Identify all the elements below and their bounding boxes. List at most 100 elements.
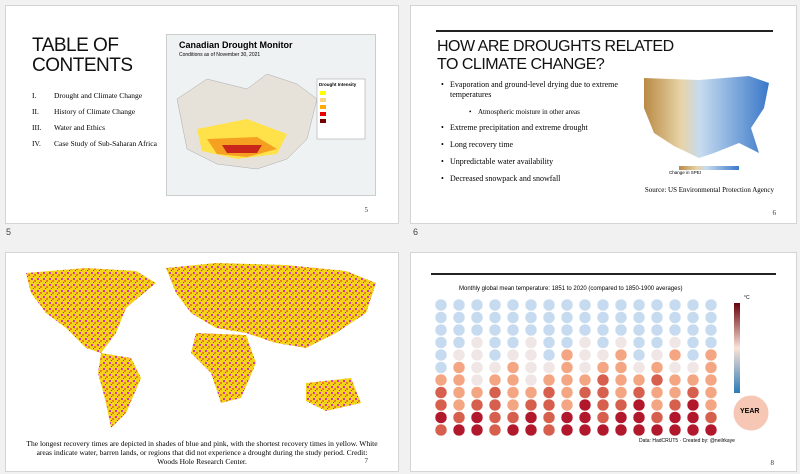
decor-circle xyxy=(596,298,610,312)
decor-circle xyxy=(686,423,700,437)
decor-circle xyxy=(488,348,502,362)
decor-circle xyxy=(686,323,700,337)
decor-circle xyxy=(560,298,574,312)
decor-circle xyxy=(434,323,448,337)
numeral: III. xyxy=(32,123,42,132)
decor-circle xyxy=(560,348,574,362)
decor-circle xyxy=(488,361,502,374)
caption: The longest recovery times are depicted … xyxy=(26,439,378,466)
slide-7[interactable]: The longest recovery times are depicted … xyxy=(5,252,399,472)
decor-circle xyxy=(524,323,538,337)
decor-circle xyxy=(452,361,466,374)
decor-circle xyxy=(596,398,610,412)
decor-circle xyxy=(614,348,628,362)
decor-circle xyxy=(488,311,502,324)
bullet: Extreme precipitation and extreme drough… xyxy=(441,123,588,132)
decor-circle xyxy=(686,311,700,324)
decor-circle xyxy=(686,361,700,374)
decor-circle xyxy=(506,423,520,437)
decor-circle xyxy=(542,311,556,324)
toc-item: I. Drought and Climate Change xyxy=(32,88,157,104)
decor-circle xyxy=(578,411,592,424)
decor-circle xyxy=(524,298,538,312)
decor-circle xyxy=(434,348,448,362)
decor-circle xyxy=(596,311,610,324)
decor-circle xyxy=(560,373,574,387)
decor-circle xyxy=(668,386,682,399)
source: Source: US Environmental Protection Agen… xyxy=(644,186,774,194)
decor-circle xyxy=(578,323,592,337)
decor-circle xyxy=(524,373,538,387)
decor-circle xyxy=(614,311,628,324)
decor-circle xyxy=(704,411,718,424)
decor-circle xyxy=(650,336,664,349)
decor-circle xyxy=(452,348,466,362)
map-subtitle: Conditions as of November 30, 2021 xyxy=(179,52,261,58)
decor-circle xyxy=(434,411,448,424)
decor-circle xyxy=(506,411,520,424)
item-text: Drought and Climate Change xyxy=(54,91,143,100)
decor-circle xyxy=(542,423,556,437)
decor-circle xyxy=(632,348,646,362)
decor-circle xyxy=(542,373,556,387)
decor-circle xyxy=(704,373,718,387)
decor-circle xyxy=(506,398,520,412)
toc-item: IV. Case Study of Sub-Saharan Africa xyxy=(32,136,157,152)
decor-circle xyxy=(470,348,484,362)
decor-circle xyxy=(524,348,538,362)
numeral: IV. xyxy=(32,139,41,148)
decor-circle xyxy=(578,348,592,362)
decor-circle xyxy=(470,298,484,312)
decor-circle xyxy=(560,336,574,349)
decor-circle xyxy=(614,336,628,349)
slide-5[interactable]: TABLE OF CONTENTS I. Drought and Climate … xyxy=(5,5,399,224)
decor-circle xyxy=(650,311,664,324)
decor-circle xyxy=(524,423,538,437)
decor-circle xyxy=(470,398,484,412)
toc-item: III. Water and Ethics xyxy=(32,120,157,136)
decor-circle xyxy=(560,386,574,399)
decor-circle xyxy=(596,423,610,437)
bullet-dot: • xyxy=(441,157,444,166)
bullet: Decreased snowpack and snowfall • xyxy=(441,174,561,183)
decor-circle xyxy=(632,361,646,374)
decor-circle xyxy=(668,423,682,437)
decor-circle xyxy=(524,361,538,374)
decor-circle xyxy=(506,386,520,399)
decor-circle xyxy=(650,423,664,437)
decor-circle xyxy=(506,298,520,312)
slide-8[interactable]: Monthly global mean temperature: 1851 to… xyxy=(410,252,797,472)
decor-circle xyxy=(488,336,502,349)
decor-circle xyxy=(614,386,628,399)
slide-6[interactable]: HOW ARE DROUGHTS RELATED TO CLIMATE CHAN… xyxy=(410,5,797,224)
title: TABLE OF CONTENTS xyxy=(32,35,133,76)
slide-number: 5 xyxy=(364,206,369,214)
decor-circle xyxy=(668,373,682,387)
decor-circle xyxy=(578,386,592,399)
world-map xyxy=(26,263,376,428)
bullet: Long recovery time • xyxy=(441,140,514,149)
decor-circle xyxy=(542,298,556,312)
decor-circle xyxy=(578,361,592,374)
slide-caption: 6 xyxy=(413,227,419,237)
decor-circle xyxy=(452,386,466,399)
numeral: II. xyxy=(32,107,39,116)
bullet-dot: • xyxy=(441,140,444,149)
bullets: Evaporation and ground-level drying due … xyxy=(441,80,641,191)
decor-circle xyxy=(704,398,718,412)
decor-circle xyxy=(434,386,448,399)
decor-circle xyxy=(632,323,646,337)
decor-circle xyxy=(668,411,682,424)
decor-circle xyxy=(560,423,574,437)
decor-circle xyxy=(704,298,718,312)
decor-circle xyxy=(524,336,538,349)
decor-circle xyxy=(650,373,664,387)
item-text: Case Study of Sub-Saharan Africa xyxy=(54,139,157,148)
decor-circle xyxy=(434,298,448,312)
decor-circle xyxy=(452,336,466,349)
legend-title: Drought Intensity xyxy=(319,82,357,87)
decor-circle xyxy=(704,323,718,337)
decor-circle xyxy=(704,348,718,362)
decor-circle xyxy=(488,423,502,437)
decor-circle xyxy=(596,361,610,374)
